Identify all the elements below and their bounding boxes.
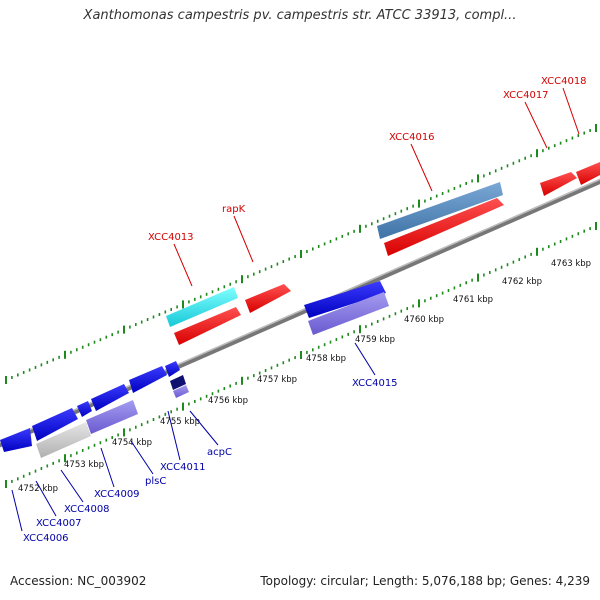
reverse-gene-label[interactable]: XCC4011 (160, 462, 206, 473)
gene-feature-purple[interactable] (173, 385, 189, 398)
ruler-tick-label: 4753 kbp (64, 460, 104, 470)
genome-summary: Topology: circular; Length: 5,076,188 bp… (260, 574, 590, 588)
reverse-gene-label[interactable]: XCC4008 (64, 504, 110, 515)
gene-feature-purple[interactable] (308, 292, 389, 335)
gene-feature-blue[interactable] (165, 361, 180, 377)
gene-feature-steelblue[interactable] (377, 182, 503, 239)
gene-feature-darkblue[interactable] (170, 375, 186, 390)
ruler-tick-label: 4756 kbp (208, 396, 248, 406)
label-leader-line (524, 101, 548, 149)
ruler-tick-label: 4760 kbp (404, 315, 444, 325)
label-leader-line (11, 489, 23, 532)
gene-feature-blue[interactable] (32, 408, 78, 441)
forward-gene-label[interactable]: XCC4016 (389, 132, 435, 143)
gene-feature-red[interactable] (245, 284, 291, 313)
forward-gene-label[interactable]: XCC4017 (503, 90, 549, 101)
ruler-tick-label: 4761 kbp (453, 295, 493, 305)
gene-feature-purple[interactable] (86, 400, 138, 434)
gene-feature-blue[interactable] (91, 384, 129, 411)
accession-label: Accession: NC_003902 (10, 574, 147, 588)
gene-feature-blue[interactable] (129, 366, 167, 393)
reverse-features (0, 281, 389, 458)
reverse-gene-label[interactable]: XCC4015 (352, 378, 398, 389)
gene-feature-red[interactable] (384, 198, 504, 256)
ruler-tick-label: 4755 kbp (160, 417, 200, 427)
ruler-tick-label: 4759 kbp (355, 335, 395, 345)
ruler-tick-label: 4763 kbp (551, 259, 591, 269)
gene-feature-blue[interactable] (304, 281, 386, 318)
label-leader-line (562, 87, 580, 135)
gene-feature-red[interactable] (576, 162, 600, 185)
forward-gene-label[interactable]: rapK (222, 204, 246, 215)
label-leader-line (410, 143, 433, 192)
ruler-tick-label: 4757 kbp (257, 375, 297, 385)
map-title: Xanthomonas campestris pv. campestris st… (83, 8, 517, 23)
label-leader-line (60, 469, 84, 503)
label-leader-line (130, 440, 154, 475)
gene-feature-blue[interactable] (77, 401, 92, 417)
gene-feature-cyan[interactable] (166, 287, 238, 327)
gene-feature-red[interactable] (540, 172, 577, 196)
lower-dotted-track (5, 222, 597, 488)
reverse-gene-label[interactable]: XCC4009 (94, 489, 140, 500)
label-leader-line (173, 243, 193, 287)
label-leader-line (35, 480, 57, 517)
forward-gene-label[interactable]: XCC4013 (148, 232, 194, 243)
gene-feature-red[interactable] (174, 307, 241, 345)
reverse-gene-label[interactable]: acpC (207, 447, 232, 458)
upper-dotted-track (5, 124, 597, 384)
forward-gene-label[interactable]: XCC4018 (541, 76, 587, 87)
label-leader-line (189, 410, 219, 446)
reverse-gene-label[interactable]: plsC (145, 476, 166, 487)
ruler-tick-label: 4758 kbp (306, 354, 346, 364)
label-leader-line (100, 447, 115, 488)
ruler-tick-label: 4752 kbp (18, 484, 58, 494)
reverse-gene-label[interactable]: XCC4006 (23, 533, 69, 544)
label-leader-line (233, 215, 254, 263)
label-leader-line (354, 342, 376, 376)
label-leader-line (167, 410, 181, 461)
ruler-tick-label: 4762 kbp (502, 277, 542, 287)
reverse-gene-label[interactable]: XCC4007 (36, 518, 82, 529)
gene-feature-blue[interactable] (0, 428, 32, 452)
gene-feature-gray[interactable] (36, 422, 91, 458)
forward-features (166, 162, 600, 345)
